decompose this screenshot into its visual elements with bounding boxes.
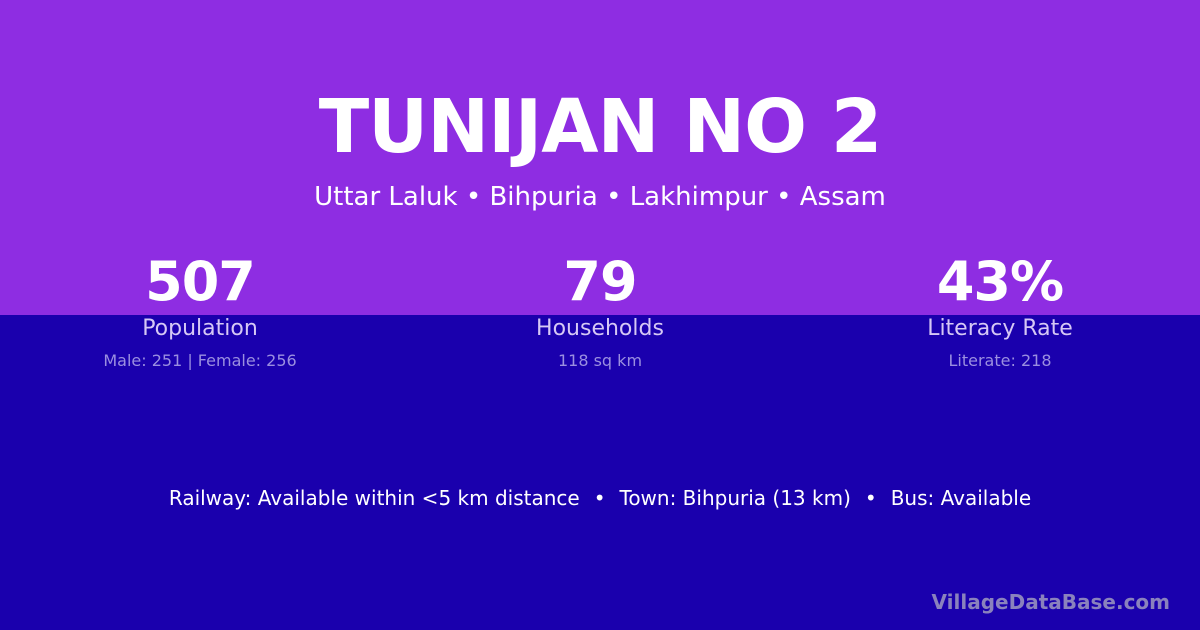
location-breadcrumb: Uttar Laluk • Bihpuria • Lakhimpur • Ass…: [314, 182, 886, 212]
stat-households: 79 Households 118 sq km: [400, 250, 800, 370]
stat-detail: Literate: 218: [948, 351, 1052, 370]
stat-detail: Male: 251 | Female: 256: [103, 351, 297, 370]
stat-literacy: 43% Literacy Rate Literate: 218: [800, 250, 1200, 370]
bus-info: Bus: Available: [890, 486, 1032, 510]
railway-info: Railway: Available within <5 km distance: [168, 486, 580, 510]
separator: •: [864, 486, 877, 510]
stat-label: Households: [536, 316, 664, 341]
stat-label: Literacy Rate: [927, 316, 1073, 341]
town-info: Town: Bihpuria (13 km): [619, 486, 851, 510]
stat-value: 507: [145, 250, 256, 313]
stat-detail: 118 sq km: [557, 351, 643, 370]
header-band: [0, 0, 1200, 315]
stat-population: 507 Population Male: 251 | Female: 256: [0, 250, 400, 370]
stat-value: 43%: [936, 250, 1064, 313]
brand-watermark: VillageDataBase.com: [931, 590, 1170, 614]
amenities-line: Railway: Available within <5 km distance…: [0, 486, 1200, 510]
village-title: TUNIJAN NO 2: [318, 84, 883, 170]
stat-value: 79: [563, 250, 637, 313]
stat-label: Population: [142, 316, 258, 341]
separator: •: [593, 486, 606, 510]
